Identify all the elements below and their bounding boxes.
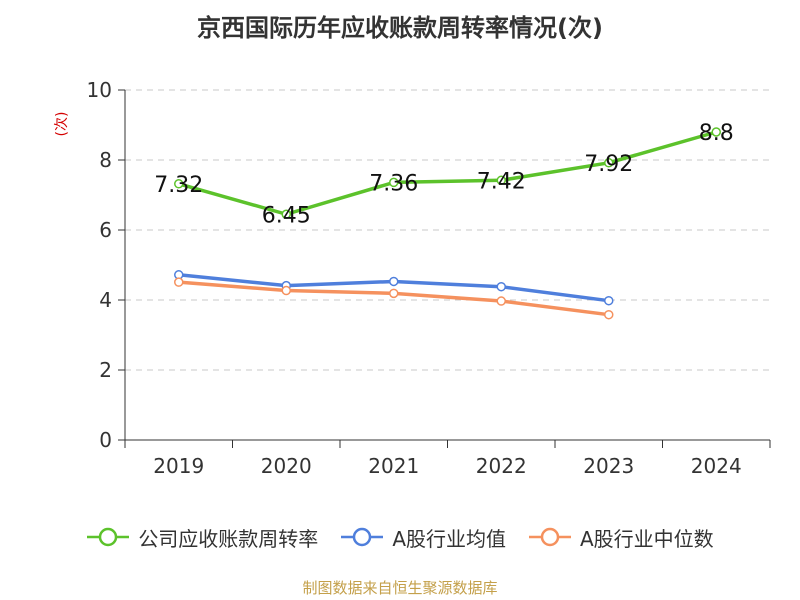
y-tick-label: 8 xyxy=(99,148,112,172)
legend-line-icon xyxy=(87,527,130,547)
axes: 0 2 4 6 8 10 2019 2020 2021 2022 2023 2024 xyxy=(87,78,771,478)
data-label: 6.45 xyxy=(262,203,311,228)
data-point xyxy=(281,209,291,219)
data-point xyxy=(174,179,184,189)
y-tick-label: 2 xyxy=(99,358,112,382)
data-label: 8.8 xyxy=(699,121,734,146)
legend-label: A股行业均值 xyxy=(392,526,506,551)
legend-label: 公司应收账款周转率 xyxy=(138,526,319,551)
legend-item[interactable]: 公司应收账款周转率 xyxy=(86,523,318,552)
y-tick-label: 0 xyxy=(99,428,112,452)
data-point xyxy=(604,295,614,306)
y-tick-label: 4 xyxy=(99,288,112,312)
x-tick-label: 2021 xyxy=(368,454,419,478)
legend-item[interactable]: A股行业均值 xyxy=(340,523,506,552)
x-tick-label: 2024 xyxy=(691,454,742,478)
data-point xyxy=(389,288,399,299)
data-label: 7.42 xyxy=(477,169,526,194)
x-tick-label: 2023 xyxy=(583,454,634,478)
legend-label: A股行业中位数 xyxy=(580,526,714,551)
chart-title: 京西国际历年应收账款周转率情况(次) xyxy=(197,14,603,42)
legend-line-icon xyxy=(341,527,384,547)
source-note: 制图数据来自恒生聚源数据库 xyxy=(302,579,498,597)
data-point xyxy=(496,296,506,306)
grid-lines xyxy=(125,89,770,371)
series-line-2 xyxy=(177,280,611,317)
y-tick-label: 10 xyxy=(87,78,112,102)
data-point xyxy=(389,177,399,188)
legend-marker xyxy=(353,527,372,547)
data-point xyxy=(389,276,399,287)
x-tick-label: 2019 xyxy=(153,454,204,478)
line-chart: 0 2 4 6 8 10 2019 2020 2021 2022 2023 2024 (次) 7.32… xyxy=(54,78,771,478)
data-point xyxy=(174,277,184,287)
series-line-0 xyxy=(177,130,718,216)
data-point xyxy=(604,309,614,320)
data-label: 7.92 xyxy=(584,152,633,177)
legend-line-icon xyxy=(529,527,571,547)
x-tick-label: 2022 xyxy=(476,454,527,478)
legend-marker xyxy=(540,527,560,547)
data-label: 7.36 xyxy=(369,171,418,196)
data-labels: 7.32 6.45 7.36 7.42 7.92 8.8 xyxy=(154,121,733,228)
data-point xyxy=(496,175,506,186)
data-point xyxy=(281,285,291,296)
y-tick-label: 6 xyxy=(99,218,112,242)
legend: 公司应收账款周转率 A股行业均值 A股行业中位数 xyxy=(0,520,800,554)
data-point xyxy=(496,281,506,292)
y-axis-label: (次) xyxy=(54,112,70,137)
data-label: 7.32 xyxy=(154,173,203,198)
legend-item[interactable]: A股行业中位数 xyxy=(528,523,714,552)
data-point xyxy=(711,127,721,137)
series-lines xyxy=(174,127,721,320)
legend-marker xyxy=(99,527,118,547)
x-tick-label: 2020 xyxy=(261,454,312,478)
data-point xyxy=(604,158,614,168)
